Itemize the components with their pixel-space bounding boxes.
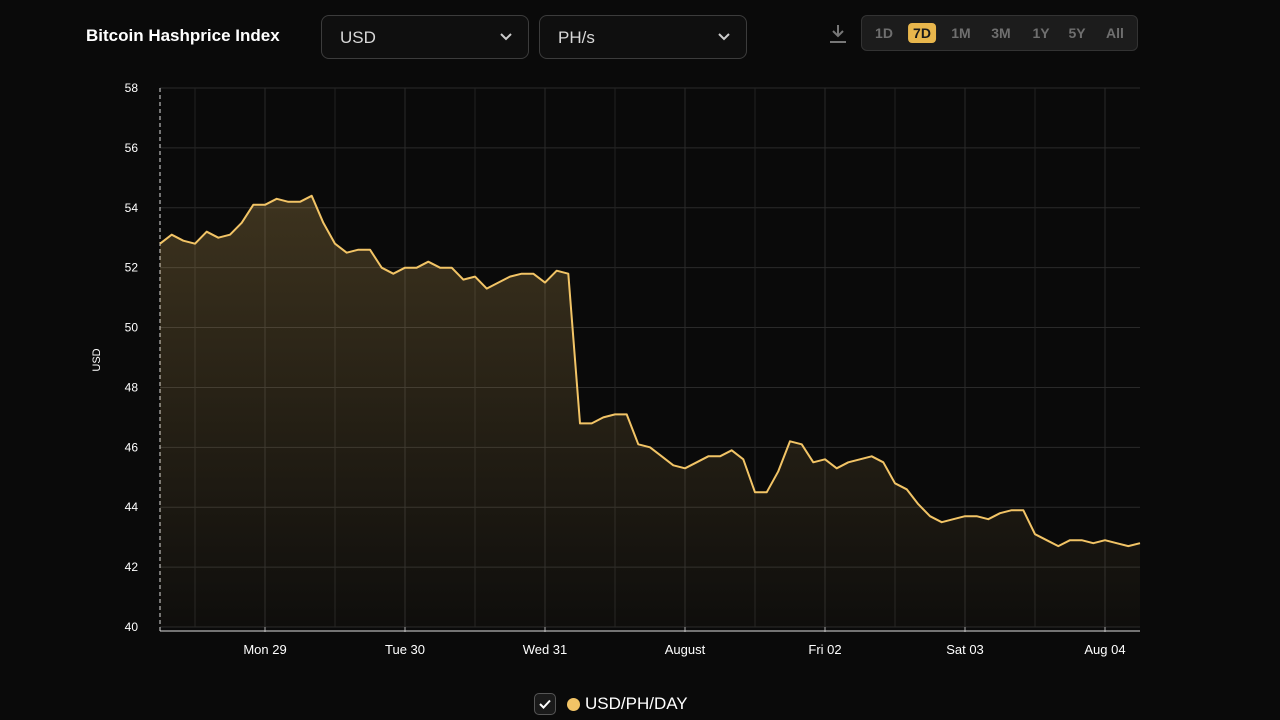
area (160, 195, 1140, 628)
range-button[interactable]: 3M (991, 25, 1011, 41)
range-selector: 1D 7D 1M 3M 1Y 5Y All (861, 15, 1138, 51)
x-tick-label: Sat 03 (946, 642, 984, 657)
currency-dropdown[interactable]: USD (321, 15, 529, 59)
legend[interactable]: USD/PH/DAY (534, 692, 688, 716)
download-icon[interactable] (828, 23, 848, 45)
x-tick-label: Fri 02 (808, 642, 841, 657)
y-tick-label: 44 (125, 500, 139, 514)
check-icon (539, 699, 551, 709)
range-button[interactable]: All (1106, 25, 1124, 41)
range-button[interactable]: 5Y (1068, 25, 1086, 41)
y-tick-label: 58 (125, 81, 139, 95)
range-button[interactable]: 1Y (1032, 25, 1050, 41)
y-tick-label: 54 (125, 201, 139, 215)
y-tick-label: 40 (125, 620, 139, 634)
x-tick-label: Wed 31 (523, 642, 568, 657)
legend-checkbox[interactable] (534, 693, 556, 715)
x-tick-label: Aug 04 (1084, 642, 1125, 657)
y-tick-label: 46 (125, 440, 139, 454)
y-tick-label: 52 (125, 261, 139, 275)
x-tick-label: Tue 30 (385, 642, 425, 657)
legend-swatch (567, 697, 580, 711)
range-button[interactable]: 7D (908, 23, 936, 43)
unit-dropdown[interactable]: PH/s (539, 15, 747, 59)
chevron (500, 33, 512, 41)
dropdown-value: PH/s (558, 28, 595, 47)
legend-label: USD/PH/DAY (585, 694, 688, 713)
y-tick-label: 42 (125, 560, 139, 574)
chart: USD 40 42 44 46 48 50 52 54 56 58 Mon 29 Tue 30 Wed … (91, 81, 1141, 657)
y-axis-label: USD (91, 348, 103, 371)
dropdown-value: USD (340, 28, 376, 47)
x-tick-label: August (665, 642, 706, 657)
range-button[interactable]: 1D (875, 25, 893, 41)
chart-title: Bitcoin Hashprice Index (86, 26, 280, 45)
y-tick-label: 48 (125, 380, 139, 394)
x-tick-label: Mon 29 (243, 642, 286, 657)
y-tick-label: 56 (125, 141, 139, 155)
y-tick-label: 50 (125, 321, 139, 335)
line (159, 194, 1141, 548)
chevron (718, 33, 730, 41)
range-button[interactable]: 1M (951, 25, 971, 41)
